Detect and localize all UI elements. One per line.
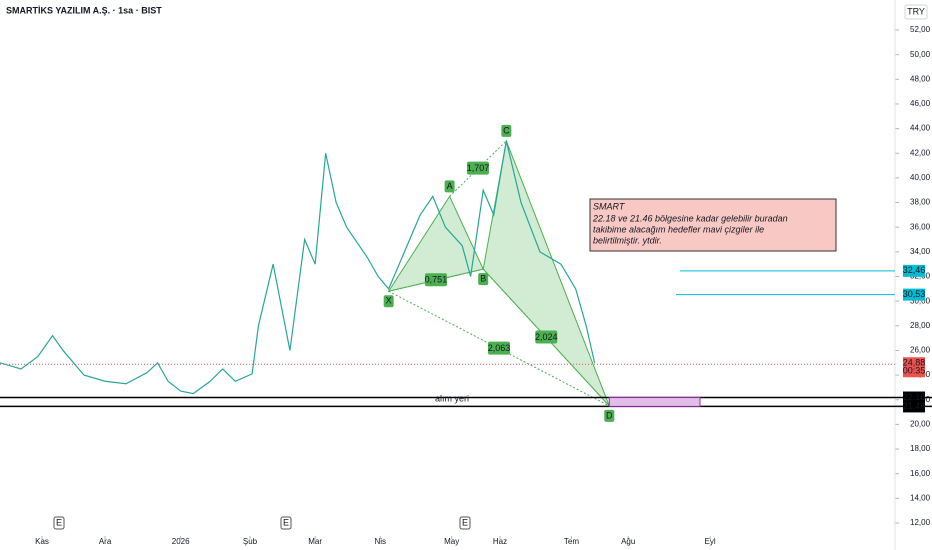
y-tick-label: 26,00 xyxy=(910,346,931,355)
currency: TRY xyxy=(907,6,925,16)
x-tick-label: Haz xyxy=(493,537,507,546)
ratio-label: 0,751 xyxy=(425,275,448,285)
event-label: E xyxy=(462,517,468,527)
event-box xyxy=(280,516,292,530)
x-tick-label: Tem xyxy=(564,537,579,546)
event-box xyxy=(53,516,65,530)
y-tick-label: 38,00 xyxy=(910,198,931,207)
level-label: 22,18 xyxy=(903,392,926,402)
price-line xyxy=(0,140,596,395)
y-tick-label: 18,00 xyxy=(910,444,931,453)
x-tick-label: Ağu xyxy=(621,537,635,546)
point-label: C xyxy=(503,125,510,135)
y-tick-label: 44,00 xyxy=(910,124,931,133)
ratio-label: 1,707 xyxy=(467,163,490,173)
point-box xyxy=(501,124,512,137)
ratio-box xyxy=(424,273,447,287)
y-tick-label: 30,00 xyxy=(910,296,931,305)
y-tick-label: 50,00 xyxy=(910,50,931,59)
zone-label: alım yeri xyxy=(435,393,469,403)
note-line: 22.18 ve 21.46 bölgesine kadar gelebilir… xyxy=(592,213,788,223)
level-label: 30,53 xyxy=(903,289,926,299)
y-tick-label: 14,00 xyxy=(910,493,931,502)
event-label: E xyxy=(56,517,62,527)
x-tick-label: Eyl xyxy=(705,537,716,546)
x-tick-label: May xyxy=(444,537,459,546)
point-label: A xyxy=(447,181,453,191)
y-tick-label: 42,00 xyxy=(910,148,931,157)
note-line: belirtilmiştir. ytdir. xyxy=(593,235,662,245)
buy-zone xyxy=(608,397,701,407)
y-tick-label: 40,00 xyxy=(910,173,931,182)
note-line: takibime alacağım hedefler mavi çizgiler… xyxy=(593,224,764,234)
level-tag xyxy=(903,288,925,301)
y-tick-label: 52,00 xyxy=(910,25,931,34)
level-label: 21,46 xyxy=(903,401,926,411)
y-tick-label: 36,00 xyxy=(910,222,931,231)
x-tick-label: Kas xyxy=(35,537,49,546)
y-tick-label: 28,00 xyxy=(910,321,931,330)
last-price-label: 24,88 xyxy=(903,358,926,368)
chart-title: SMARTİKS YAZILIM A.Ş. · 1sa · BIST xyxy=(6,5,162,15)
point-box xyxy=(444,180,455,193)
pattern-dotted xyxy=(449,140,507,197)
y-tick-label: 46,00 xyxy=(910,99,931,108)
level-tag xyxy=(903,400,925,413)
ratio-box xyxy=(466,161,489,175)
note-title: SMART xyxy=(593,201,626,211)
x-tick-label: Şub xyxy=(243,537,258,546)
point-box xyxy=(604,409,615,422)
y-tick-label: 16,00 xyxy=(910,469,931,478)
x-tick-label: 2026 xyxy=(172,537,190,546)
point-box xyxy=(383,295,394,308)
point-box xyxy=(478,273,489,286)
y-tick-label: 34,00 xyxy=(910,247,931,256)
point-label: X xyxy=(386,296,392,306)
y-tick-label: 20,00 xyxy=(910,420,931,429)
currency-box xyxy=(904,4,928,20)
ratio-label: 2,024 xyxy=(535,332,558,342)
y-tick-label: 12,00 xyxy=(910,518,931,527)
ratio-label: 2,063 xyxy=(488,343,511,353)
note-box xyxy=(589,198,837,252)
level-tag xyxy=(903,264,925,277)
countdown: 00:35 xyxy=(903,366,926,376)
ratio-box xyxy=(487,341,510,355)
event-label: E xyxy=(283,517,289,527)
x-tick-label: Ara xyxy=(99,537,112,546)
x-tick-label: Mar xyxy=(308,537,322,546)
ratio-box xyxy=(535,330,558,344)
x-tick-label: Nis xyxy=(374,537,386,546)
point-label: B xyxy=(480,273,486,283)
y-tick-label: 48,00 xyxy=(910,74,931,83)
level-label: 32,46 xyxy=(903,265,926,275)
last-price-tag xyxy=(903,357,925,378)
event-box xyxy=(459,516,471,530)
pattern-bcd xyxy=(482,139,610,407)
point-label: D xyxy=(606,410,613,420)
axes: 12,0014,0016,0018,0020,0022,0024,0026,00… xyxy=(35,25,930,546)
